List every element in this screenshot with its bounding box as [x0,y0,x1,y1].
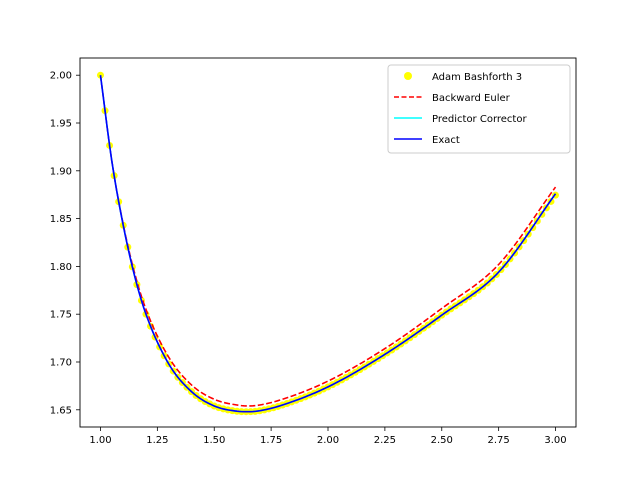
x-tick-label: 1.00 [89,435,111,446]
series-line [99,75,557,413]
x-tick-label: 2.00 [317,435,339,446]
series-backward-euler [99,75,557,407]
series-layer [96,71,560,416]
y-tick-label: 2.00 [50,71,72,82]
y-tick-label: 1.90 [50,166,72,177]
y-tick-label: 1.95 [50,119,72,130]
x-tick-label: 1.50 [203,435,225,446]
series-exact [99,75,557,413]
x-tick-label: 3.00 [544,435,566,446]
y-tick-label: 1.65 [50,405,72,416]
legend-label: Exact [432,135,460,146]
x-tick-label: 2.25 [374,435,396,446]
axes-layer: 1.00 1.25 1.50 1.75 2.00 2.25 2.50 2.75 3.00 1.65… [50,57,577,446]
legend: Adam Bashforth 3 Backward Euler Predictor … [387,64,571,154]
x-tick-label: 2.50 [431,435,453,446]
legend-marker [404,72,412,80]
y-tick-label: 1.75 [50,310,72,321]
x-tick-label: 2.75 [488,435,510,446]
legend-label: Predictor Corrector [432,114,527,125]
y-tick-label: 1.80 [50,262,72,273]
x-tick-label: 1.25 [146,435,168,446]
x-tick-label: 1.75 [260,435,282,446]
y-tick-label: 1.70 [50,357,72,368]
series-line [99,75,557,407]
y-tick-label: 1.85 [50,214,72,225]
legend-label: Backward Euler [432,93,511,104]
legend-box [387,64,571,154]
legend-label: Adam Bashforth 3 [432,72,522,83]
